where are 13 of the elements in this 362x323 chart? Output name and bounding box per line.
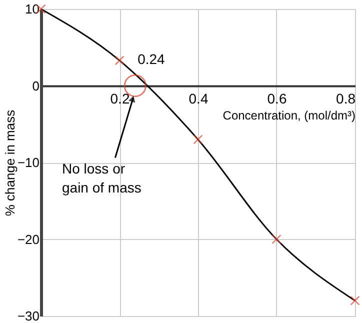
y-axis-title: % change in mass bbox=[2, 109, 18, 216]
y-tick-label: −10 bbox=[17, 155, 40, 170]
y-tick-label: −30 bbox=[17, 308, 40, 323]
annotation: 0.24 bbox=[138, 50, 166, 67]
x-tick-label: 0.2 bbox=[110, 90, 130, 106]
x-tick-label: 0.4 bbox=[188, 90, 208, 106]
y-tick-label: 0 bbox=[32, 78, 40, 94]
y-tick-label: −20 bbox=[17, 232, 40, 247]
x-axis-title: Concentration, (mol/dm³) bbox=[222, 108, 356, 122]
y-tick-label: 10 bbox=[25, 2, 40, 16]
annotation: No loss or gain of mass bbox=[62, 160, 142, 196]
x-tick-label: 0.8 bbox=[336, 90, 356, 106]
x-tick-label: 0.6 bbox=[267, 90, 287, 106]
